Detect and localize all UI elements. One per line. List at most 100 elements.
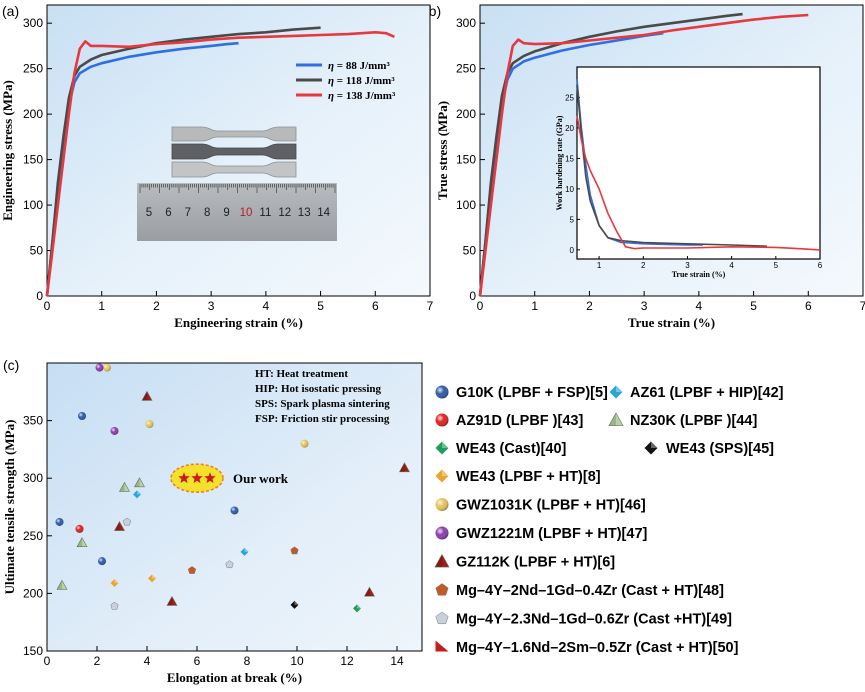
panel-c-notes: HT: Heat treatment HIP: Hot isostatic pre…: [255, 368, 390, 425]
y-tick-label: 10: [565, 185, 574, 194]
x-tick-label: 0: [44, 654, 51, 668]
marker-pentagon: [290, 546, 299, 555]
inset-plot-area: [576, 66, 821, 260]
panel-b-series: [478, 12, 809, 297]
x-tick-label: 2: [641, 261, 646, 270]
ruler-image: [137, 183, 337, 241]
x-tick-label: 4: [696, 299, 703, 313]
y-tick-label: 200: [23, 586, 43, 600]
panel-label-a: (a): [2, 3, 19, 19]
panel-label-c: (c): [3, 357, 19, 373]
x-tick-label: 1: [531, 299, 538, 313]
x-tick-label: 2: [94, 654, 101, 668]
abbreviation-note: SPS: Spark plasma sintering: [255, 398, 390, 410]
legend-label: η = 118 J/mm³: [328, 75, 395, 87]
marker-pentagon: [435, 583, 449, 596]
marker-pentagon: [110, 601, 119, 610]
y-tick-label: 0: [570, 246, 575, 255]
x-tick-label: 5: [774, 261, 779, 270]
our-work-label: Our work: [233, 471, 289, 486]
marker-facet: [167, 596, 172, 606]
marker-diamond: [240, 547, 249, 556]
y-tick-label: 50: [463, 244, 477, 258]
legend-label: Mg–4Y–2Nd–1Gd–0.4Zr (Cast + HT)[48]: [456, 583, 724, 599]
panel-c-axes: 0 2 4 6 8 10 12 14 150 200 250 300 350 Elongation at …: [2, 414, 404, 685]
x-tick-label: 0: [44, 299, 51, 313]
marker-facet: [399, 462, 405, 472]
marker-triangle: [56, 579, 68, 590]
y-tick-label: 150: [456, 153, 476, 167]
y-axis-title: True stress (MPa): [435, 101, 450, 200]
y-tick-label: 100: [456, 198, 476, 212]
marker-facet: [442, 441, 449, 448]
marker-facet: [119, 482, 125, 492]
legend-eta: η: [328, 60, 337, 72]
marker-triangle: [398, 462, 411, 473]
y-tick-label: 0: [36, 289, 43, 303]
our-work-star: [178, 472, 190, 484]
marker-shade: [95, 363, 104, 372]
x-tick-label: 14: [390, 654, 404, 668]
marker-pentagon: [187, 566, 197, 574]
x-tick-label: 6: [372, 299, 379, 313]
marker-pentagon: [225, 560, 234, 569]
marker-facet: [364, 587, 370, 597]
legend-eta: η: [328, 75, 337, 87]
y-tick-label: 200: [456, 107, 476, 121]
panel-c-chart: 0 2 4 6 8 10 12 14 150 200 250 300 350 Elongation at …: [2, 362, 784, 685]
marker-pentagon: [435, 611, 449, 625]
legend-label: AZ91D (LPBF )[43]: [456, 413, 583, 429]
x-axis-title: Elongation at break (%): [167, 670, 302, 685]
x-tick-label: 4: [729, 261, 734, 270]
marker-shade: [435, 526, 449, 540]
x-tick-label: 7: [860, 299, 865, 313]
legend-label: NZ30K (LPBF )[44]: [630, 413, 757, 429]
marker-facet: [152, 574, 156, 579]
series-line: [576, 85, 768, 247]
work-hardening-inset: 1 2 3 4 5 6 0 5 10 15 20 25 True strain (%) Work hard…: [555, 66, 823, 279]
x-tick-label: 1: [98, 299, 105, 313]
x-tick-label: 12: [340, 654, 354, 668]
ruler-number: 7: [185, 207, 191, 219]
y-tick-label: 300: [23, 16, 43, 30]
marker-diamond: [133, 490, 141, 499]
y-tick-label: 25: [565, 93, 574, 102]
x-axis-title: Engineering strain (%): [174, 315, 303, 330]
ruler-number: 13: [298, 207, 311, 219]
marker-triangle: [133, 477, 146, 488]
marker-triangle: [113, 520, 126, 531]
marker-triangle: [166, 595, 178, 606]
x-tick-label: 6: [818, 261, 823, 270]
y-tick-label: 20: [565, 124, 574, 133]
marker-triangle: [434, 553, 450, 568]
marker-diamond: [609, 385, 623, 399]
marker-shade: [78, 411, 86, 420]
y-tick-label: 150: [23, 644, 43, 658]
x-tick-label: 3: [685, 261, 690, 270]
abbreviation-note: HT: Heat treatment: [255, 368, 348, 380]
marker-diamond: [435, 469, 449, 483]
our-work-highlight: Our work: [170, 463, 289, 494]
ruler-number: 5: [146, 207, 152, 219]
legend-value: = 138 J/mm³: [337, 90, 396, 102]
x-tick-label: 3: [208, 299, 215, 313]
x-tick-label: 6: [194, 654, 201, 668]
marker-diamond: [644, 441, 658, 455]
y-axis-title: Work hardening rate (GPa): [555, 115, 564, 210]
y-axis-title: Engineering stress (MPa): [0, 80, 15, 221]
legend-label: GWZ1221M (LPBF + HT)[47]: [456, 526, 648, 542]
marker-facet: [77, 537, 82, 547]
marker-facet: [244, 547, 249, 552]
marker-diamond: [110, 579, 119, 588]
specimen-3: [171, 161, 297, 178]
x-tick-label: 8: [244, 654, 251, 668]
legend-label: Mg–4Y–2.3Nd–1Gd–0.6Zr (Cast +HT)[49]: [456, 612, 732, 628]
x-tick-label: 4: [144, 654, 151, 668]
marker-shade: [145, 420, 154, 429]
legend-eta: η: [328, 90, 337, 102]
marker-shade: [75, 524, 84, 533]
marker-facet: [142, 391, 147, 401]
abbreviation-note: FSP: Friction stir processing: [255, 413, 390, 425]
